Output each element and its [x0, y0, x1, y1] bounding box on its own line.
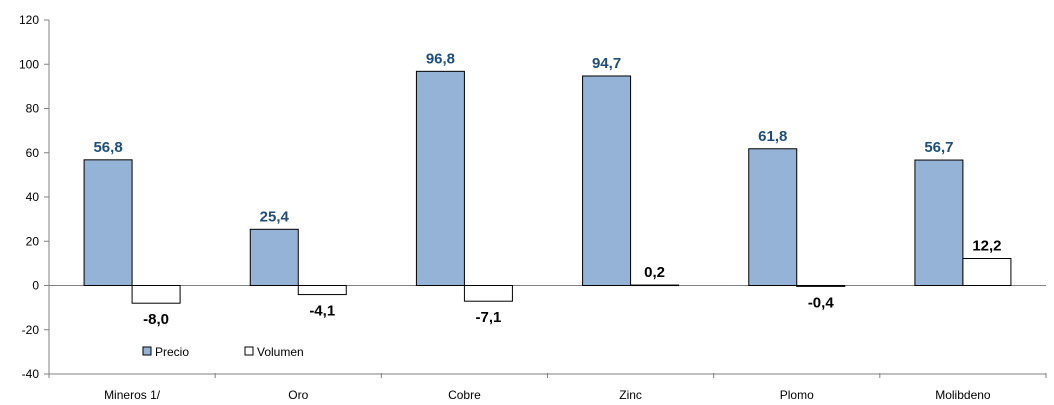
chart-data-labels: 56,8 -8,0 25,4 -4,1 96,8 -7,1 94,7 0,2 61,8 -0,4 5…: [93, 50, 1001, 328]
y-tick-label: 80: [26, 102, 40, 116]
y-tick-label: 120: [19, 13, 39, 27]
y-tick-label: -40: [22, 367, 40, 381]
x-tick-label: Mineros 1/: [104, 388, 161, 402]
bar-precio: [914, 159, 964, 287]
bar-volumen: [962, 258, 1012, 287]
legend-swatch-volumen: [244, 346, 254, 356]
data-label-volumen: -8,0: [143, 311, 169, 328]
data-label-precio: 94,7: [592, 55, 621, 72]
bar-precio: [415, 70, 465, 286]
chart-bars: [83, 70, 1012, 304]
y-tick-label: 0: [32, 279, 39, 293]
bar-volumen: [463, 285, 513, 302]
bar-volumen: [297, 285, 347, 296]
data-label-precio: 56,8: [93, 139, 122, 156]
data-label-volumen: -7,1: [475, 309, 501, 326]
data-label-precio: 56,7: [924, 139, 953, 156]
bar-precio: [582, 75, 632, 286]
x-tick-label: Cobre: [448, 388, 481, 402]
data-label-volumen: 0,2: [644, 264, 665, 281]
bar-volumen: [796, 285, 846, 287]
bar-volumen: [131, 285, 181, 304]
x-tick-label: Molibdeno: [935, 388, 991, 402]
legend-label-volumen: Volumen: [257, 345, 304, 359]
data-label-precio: 61,8: [758, 128, 787, 145]
chart-axes: -40 -20 0 20 40 60 80 100 120 Mineros 1/Oro Cobre Z…: [19, 13, 1047, 402]
data-label-precio: 96,8: [426, 50, 455, 67]
x-tick-label: Oro: [288, 388, 308, 402]
y-tick-label: 60: [26, 146, 40, 160]
chart-legend: Precio Volumen: [142, 345, 304, 359]
bar-precio: [249, 228, 299, 287]
legend-label-precio: Precio: [155, 345, 189, 359]
y-tick-label: 100: [19, 57, 39, 71]
data-label-volumen: -4,1: [309, 303, 335, 320]
y-tick-label: -20: [22, 323, 40, 337]
bar-precio: [748, 148, 798, 286]
data-label-volumen: -0,4: [808, 294, 835, 311]
bar-volumen: [630, 284, 680, 287]
data-label-precio: 25,4: [260, 208, 290, 225]
x-tick-label: Zinc: [619, 388, 642, 402]
y-tick-label: 20: [26, 234, 40, 248]
bar-precio: [83, 159, 133, 286]
legend-swatch-precio: [142, 346, 152, 356]
data-label-volumen: 12,2: [972, 238, 1001, 255]
y-tick-label: 40: [26, 190, 40, 204]
x-tick-label: Plomo: [780, 388, 814, 402]
